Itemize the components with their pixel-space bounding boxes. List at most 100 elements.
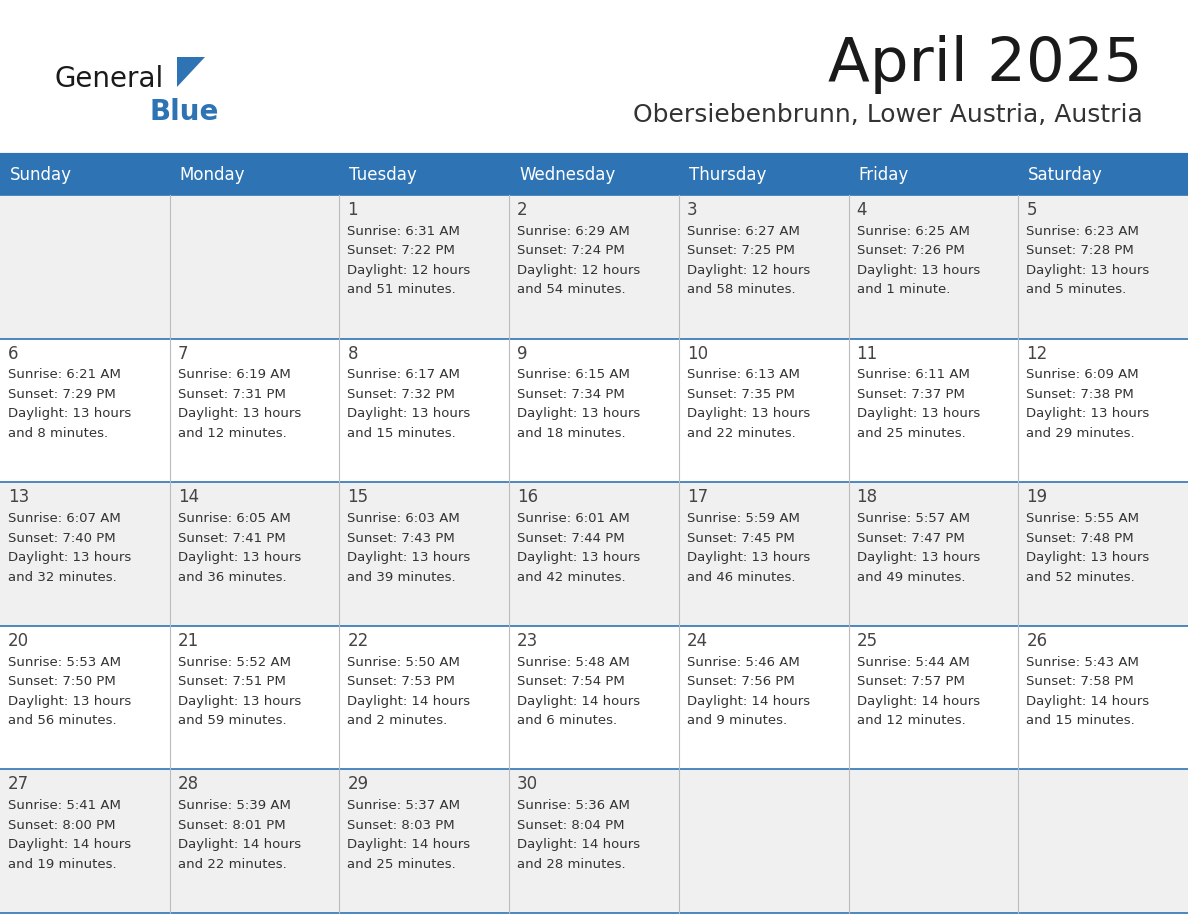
Text: Sunrise: 6:31 AM: Sunrise: 6:31 AM <box>347 225 460 238</box>
Text: 27: 27 <box>8 776 30 793</box>
Text: and 22 minutes.: and 22 minutes. <box>687 427 796 440</box>
Text: and 22 minutes.: and 22 minutes. <box>178 857 286 871</box>
Text: and 8 minutes.: and 8 minutes. <box>8 427 108 440</box>
Text: and 51 minutes.: and 51 minutes. <box>347 284 456 297</box>
Text: Sunrise: 5:50 AM: Sunrise: 5:50 AM <box>347 655 460 668</box>
Text: Sunset: 7:45 PM: Sunset: 7:45 PM <box>687 532 795 544</box>
Text: Daylight: 13 hours: Daylight: 13 hours <box>347 408 470 420</box>
Text: Sunset: 7:47 PM: Sunset: 7:47 PM <box>857 532 965 544</box>
Text: Daylight: 14 hours: Daylight: 14 hours <box>178 838 301 851</box>
Text: Sunset: 7:41 PM: Sunset: 7:41 PM <box>178 532 285 544</box>
Text: and 12 minutes.: and 12 minutes. <box>857 714 966 727</box>
Text: Sunrise: 6:17 AM: Sunrise: 6:17 AM <box>347 368 460 381</box>
Text: and 49 minutes.: and 49 minutes. <box>857 571 965 584</box>
Text: 23: 23 <box>517 632 538 650</box>
Text: Sunset: 7:53 PM: Sunset: 7:53 PM <box>347 675 455 688</box>
Text: 21: 21 <box>178 632 198 650</box>
Text: 15: 15 <box>347 488 368 506</box>
Text: and 54 minutes.: and 54 minutes. <box>517 284 626 297</box>
Text: Sunset: 8:00 PM: Sunset: 8:00 PM <box>8 819 115 832</box>
Text: Sunset: 7:58 PM: Sunset: 7:58 PM <box>1026 675 1135 688</box>
Text: 14: 14 <box>178 488 198 506</box>
Text: Friday: Friday <box>859 166 909 184</box>
Text: Tuesday: Tuesday <box>349 166 417 184</box>
Text: and 5 minutes.: and 5 minutes. <box>1026 284 1126 297</box>
Text: 5: 5 <box>1026 201 1037 219</box>
Text: Daylight: 13 hours: Daylight: 13 hours <box>857 263 980 277</box>
Text: 2: 2 <box>517 201 527 219</box>
Text: Sunset: 7:40 PM: Sunset: 7:40 PM <box>8 532 115 544</box>
Text: and 25 minutes.: and 25 minutes. <box>857 427 966 440</box>
Text: 11: 11 <box>857 344 878 363</box>
Text: and 32 minutes.: and 32 minutes. <box>8 571 116 584</box>
Text: Blue: Blue <box>150 98 220 126</box>
Text: Sunrise: 6:07 AM: Sunrise: 6:07 AM <box>8 512 121 525</box>
Text: Sunset: 7:57 PM: Sunset: 7:57 PM <box>857 675 965 688</box>
Text: 7: 7 <box>178 344 188 363</box>
Text: Sunrise: 6:19 AM: Sunrise: 6:19 AM <box>178 368 290 381</box>
Text: Daylight: 13 hours: Daylight: 13 hours <box>1026 408 1150 420</box>
Text: 3: 3 <box>687 201 697 219</box>
Text: Daylight: 14 hours: Daylight: 14 hours <box>857 695 980 708</box>
Text: 29: 29 <box>347 776 368 793</box>
Text: Daylight: 14 hours: Daylight: 14 hours <box>517 838 640 851</box>
Text: Sunrise: 6:27 AM: Sunrise: 6:27 AM <box>687 225 800 238</box>
Text: Sunset: 7:51 PM: Sunset: 7:51 PM <box>178 675 285 688</box>
Text: Thursday: Thursday <box>689 166 766 184</box>
Text: Sunrise: 5:57 AM: Sunrise: 5:57 AM <box>857 512 969 525</box>
Text: Sunset: 7:38 PM: Sunset: 7:38 PM <box>1026 388 1135 401</box>
Text: April 2025: April 2025 <box>828 35 1143 94</box>
Text: 13: 13 <box>8 488 30 506</box>
Text: Daylight: 13 hours: Daylight: 13 hours <box>178 695 301 708</box>
Text: 26: 26 <box>1026 632 1048 650</box>
Text: Monday: Monday <box>179 166 245 184</box>
Text: Sunrise: 6:25 AM: Sunrise: 6:25 AM <box>857 225 969 238</box>
Text: Sunrise: 5:43 AM: Sunrise: 5:43 AM <box>1026 655 1139 668</box>
Text: and 6 minutes.: and 6 minutes. <box>517 714 618 727</box>
Text: Sunset: 7:29 PM: Sunset: 7:29 PM <box>8 388 115 401</box>
Text: and 46 minutes.: and 46 minutes. <box>687 571 795 584</box>
Text: Daylight: 13 hours: Daylight: 13 hours <box>8 695 131 708</box>
Polygon shape <box>177 57 206 87</box>
Bar <box>0 339 1188 482</box>
Text: Daylight: 13 hours: Daylight: 13 hours <box>178 408 301 420</box>
Text: Sunset: 7:43 PM: Sunset: 7:43 PM <box>347 532 455 544</box>
Text: Daylight: 13 hours: Daylight: 13 hours <box>857 408 980 420</box>
Text: Sunrise: 6:23 AM: Sunrise: 6:23 AM <box>1026 225 1139 238</box>
Text: Daylight: 13 hours: Daylight: 13 hours <box>8 408 131 420</box>
Text: Sunset: 7:50 PM: Sunset: 7:50 PM <box>8 675 115 688</box>
Text: and 52 minutes.: and 52 minutes. <box>1026 571 1135 584</box>
Text: Sunrise: 6:13 AM: Sunrise: 6:13 AM <box>687 368 800 381</box>
Text: 17: 17 <box>687 488 708 506</box>
Text: and 56 minutes.: and 56 minutes. <box>8 714 116 727</box>
Text: Sunrise: 5:52 AM: Sunrise: 5:52 AM <box>178 655 291 668</box>
Text: and 15 minutes.: and 15 minutes. <box>1026 714 1135 727</box>
Text: Daylight: 14 hours: Daylight: 14 hours <box>1026 695 1150 708</box>
Text: Sunset: 7:48 PM: Sunset: 7:48 PM <box>1026 532 1133 544</box>
Text: Daylight: 12 hours: Daylight: 12 hours <box>687 263 810 277</box>
Text: Daylight: 13 hours: Daylight: 13 hours <box>517 408 640 420</box>
Text: 4: 4 <box>857 201 867 219</box>
Text: Daylight: 12 hours: Daylight: 12 hours <box>347 263 470 277</box>
Text: 30: 30 <box>517 776 538 793</box>
Text: Daylight: 13 hours: Daylight: 13 hours <box>8 551 131 564</box>
Text: 28: 28 <box>178 776 198 793</box>
Text: Sunrise: 5:36 AM: Sunrise: 5:36 AM <box>517 800 630 812</box>
Text: Sunrise: 6:03 AM: Sunrise: 6:03 AM <box>347 512 460 525</box>
Text: Obersiebenbrunn, Lower Austria, Austria: Obersiebenbrunn, Lower Austria, Austria <box>633 103 1143 127</box>
Text: Daylight: 13 hours: Daylight: 13 hours <box>687 408 810 420</box>
Text: 6: 6 <box>8 344 19 363</box>
Text: Sunrise: 6:15 AM: Sunrise: 6:15 AM <box>517 368 630 381</box>
Text: Sunset: 8:03 PM: Sunset: 8:03 PM <box>347 819 455 832</box>
Text: 12: 12 <box>1026 344 1048 363</box>
Text: 10: 10 <box>687 344 708 363</box>
Text: Sunset: 7:31 PM: Sunset: 7:31 PM <box>178 388 285 401</box>
Text: Daylight: 13 hours: Daylight: 13 hours <box>347 551 470 564</box>
Bar <box>0 482 1188 626</box>
Text: and 58 minutes.: and 58 minutes. <box>687 284 796 297</box>
Text: 20: 20 <box>8 632 30 650</box>
Text: Sunrise: 5:55 AM: Sunrise: 5:55 AM <box>1026 512 1139 525</box>
Text: Sunrise: 6:21 AM: Sunrise: 6:21 AM <box>8 368 121 381</box>
Text: Sunrise: 5:37 AM: Sunrise: 5:37 AM <box>347 800 461 812</box>
Text: and 1 minute.: and 1 minute. <box>857 284 950 297</box>
